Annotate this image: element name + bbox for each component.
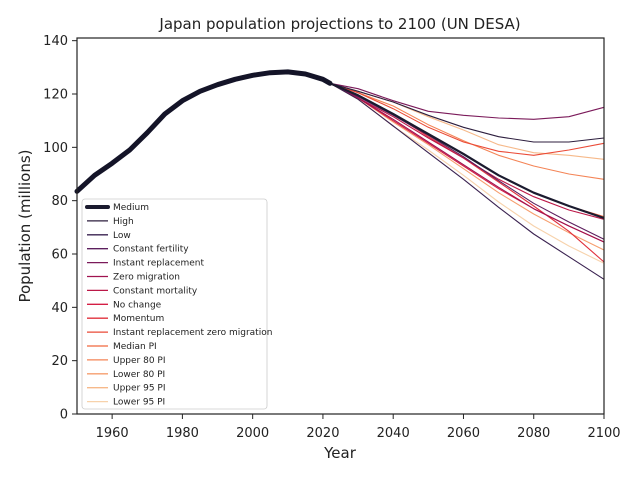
x-tick-label: 2080 [517, 426, 550, 441]
x-tick-label: 1980 [166, 426, 199, 441]
legend-label-low: Low [113, 231, 131, 241]
series-line-high [329, 82, 605, 143]
legend-box [81, 198, 268, 410]
x-tick-label: 1960 [96, 426, 129, 441]
legend-label-medium: Medium [113, 203, 149, 213]
legend-label-zero-migration: Zero migration [113, 273, 180, 283]
y-tick-label: 60 [51, 248, 68, 263]
series-line-lower-95-pi [329, 82, 605, 264]
series-line-constant-fertility [329, 82, 605, 240]
legend-label-median-pi: Median PI [113, 342, 157, 352]
x-tick-label: 2040 [377, 426, 410, 441]
legend-label-lower-95-pi: Lower 95 PI [113, 398, 165, 408]
legend-label-instant-replacement-zero-migration: Instant replacement zero migration [113, 328, 272, 338]
legend-label-instant-replacement: Instant replacement [113, 259, 204, 269]
legend-label-upper-95-pi: Upper 95 PI [113, 384, 166, 394]
legend-label-constant-fertility: Constant fertility [113, 245, 189, 255]
x-tick-label: 2100 [587, 426, 620, 441]
legend: Medium High Low Constant fertility Instant r… [81, 198, 272, 410]
axes-frame [76, 37, 605, 415]
x-axis-label: Year [323, 444, 357, 462]
y-axis-label: Population (millions) [16, 149, 34, 302]
series-line-zero-migration [329, 82, 605, 243]
y-tick-label: 40 [51, 301, 68, 316]
series-line-low [329, 82, 605, 280]
legend-label-no-change: No change [113, 300, 162, 310]
legend-label-momentum: Momentum [113, 314, 164, 324]
y-tick-label: 0 [60, 408, 68, 423]
y-tick-label: 80 [51, 194, 68, 209]
x-tick-label: 2000 [236, 426, 269, 441]
series-line-medium [329, 82, 605, 220]
x-axis: 1960 1980 2000 2020 2040 2060 2080 2100 [96, 414, 621, 441]
x-tick-label: 2020 [306, 426, 339, 441]
legend-label-constant-mortality: Constant mortality [113, 286, 198, 296]
y-tick-label: 100 [43, 141, 68, 156]
legend-label-high: High [113, 217, 134, 227]
y-tick-label: 140 [43, 34, 68, 49]
series-line-instant-replacement [329, 82, 605, 120]
y-tick-label: 120 [43, 88, 68, 103]
series-line-upper-80-pi [329, 82, 605, 180]
y-axis: 0 20 40 60 80 100 120 140 [43, 34, 77, 423]
series-line-instant-replacement-zero-migration [329, 82, 605, 156]
plot-area [74, 69, 605, 280]
chart-title: Japan population projections to 2100 (UN… [158, 15, 520, 33]
series-line-constant-mortality [329, 82, 605, 220]
series-line-historical [74, 69, 333, 194]
legend-label-upper-80-pi: Upper 80 PI [113, 356, 166, 366]
x-tick-label: 2060 [447, 426, 480, 441]
legend-label-lower-80-pi: Lower 80 PI [113, 370, 165, 380]
y-tick-label: 20 [51, 354, 68, 369]
